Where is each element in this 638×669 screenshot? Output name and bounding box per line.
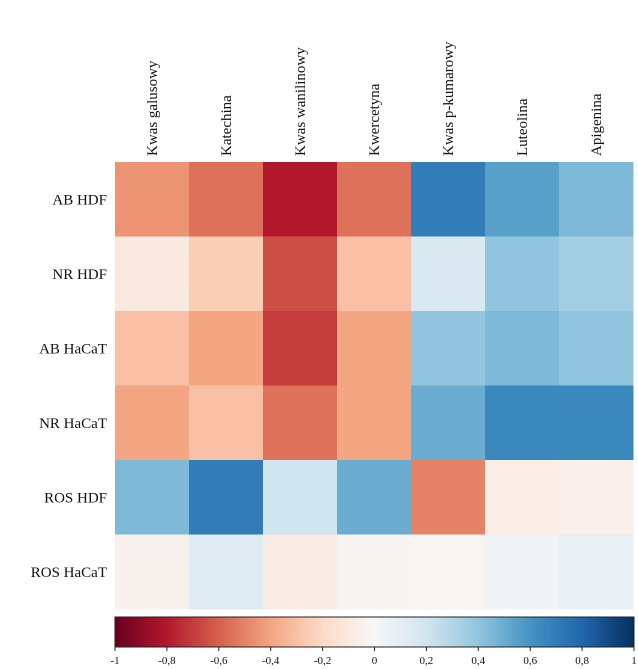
- column-labels: Kwas galusowy Katechina Kwas wanilinowy Kwe…: [145, 41, 605, 156]
- heatmap-cell: [263, 385, 338, 461]
- heatmap-cell: [115, 236, 190, 312]
- row-label: NR HDF: [52, 267, 107, 283]
- row-labels: AB HDF NR HDF AB HaCaT NR HaCaT ROS HDF ROS H…: [31, 192, 107, 581]
- heatmap-cell: [337, 162, 412, 237]
- colorbar-tick-label: 1: [631, 655, 637, 667]
- heatmap-cell: [189, 460, 264, 535]
- column-label: Kwercetyna: [367, 83, 383, 156]
- heatmap-cell: [559, 236, 634, 312]
- heatmap-cell: [559, 534, 634, 610]
- heatmap-cell: [485, 236, 560, 312]
- heatmap-cell: [559, 385, 634, 461]
- row-label: ROS HDF: [44, 490, 107, 506]
- colorbar-tick-label: -0,4: [262, 655, 280, 667]
- colorbar-tick-label: 0,8: [575, 655, 589, 667]
- heatmap-cell: [263, 162, 338, 237]
- heatmap-cells: [115, 162, 634, 610]
- column-label: Kwas p-kumarowy: [441, 41, 457, 156]
- heatmap-cell: [337, 385, 412, 461]
- heatmap-cell: [485, 162, 560, 237]
- heatmap-cell: [189, 162, 264, 237]
- heatmap-cell: [115, 385, 190, 461]
- heatmap-cell: [411, 385, 486, 461]
- heatmap-cell: [263, 460, 338, 535]
- heatmap-cell: [411, 534, 486, 610]
- heatmap-cell: [189, 385, 264, 461]
- heatmap-cell: [411, 236, 486, 312]
- heatmap-cell: [559, 162, 634, 237]
- colorbar-tick-label: -0,8: [158, 655, 176, 667]
- heatmap-cell: [263, 534, 338, 610]
- colorbar-tick-label: 0,2: [420, 655, 434, 667]
- heatmap-cell: [411, 162, 486, 237]
- colorbar-tick-label: 0,4: [471, 655, 485, 667]
- row-label: ROS HaCaT: [31, 565, 107, 581]
- row-label: AB HDF: [52, 192, 107, 208]
- colorbar-tick-label: -0,6: [210, 655, 228, 667]
- heatmap-cell: [115, 460, 190, 535]
- heatmap-cell: [337, 311, 412, 386]
- heatmap-cell: [115, 534, 190, 610]
- column-label: Kwas galusowy: [145, 60, 161, 156]
- row-label: AB HaCaT: [39, 341, 107, 357]
- heatmap-cell: [559, 311, 634, 386]
- heatmap-cell: [337, 460, 412, 535]
- heatmap-cell: [189, 236, 264, 312]
- heatmap-cell: [485, 460, 560, 535]
- heatmap-cell: [263, 236, 338, 312]
- colorbar-tick-label: -1: [110, 655, 119, 667]
- colorbar-tick-label: 0: [372, 655, 378, 667]
- heatmap-cell: [559, 460, 634, 535]
- colorbar-tick-label: -0,2: [314, 655, 331, 667]
- column-label: Kwas wanilinowy: [293, 47, 309, 156]
- row-label: NR HaCaT: [39, 416, 107, 432]
- heatmap-cell: [115, 311, 190, 386]
- heatmap-cell: [485, 385, 560, 461]
- heatmap-cell: [485, 311, 560, 386]
- heatmap-cell: [337, 534, 412, 610]
- heatmap-cell: [189, 311, 264, 386]
- heatmap-cell: [411, 460, 486, 535]
- colorbar-tick-label: 0,6: [523, 655, 537, 667]
- heatmap-cell: [263, 311, 338, 386]
- column-label: Luteolina: [515, 98, 531, 156]
- column-label: Apigenina: [589, 93, 605, 156]
- heatmap-cell: [485, 534, 560, 610]
- colorbar: -1 -0,8 -0,6 -0,4 -0,2 0 0,2 0,4 0,6 0,8 1: [110, 616, 637, 667]
- heatmap-cell: [115, 162, 190, 237]
- colorbar-bar: [114, 616, 635, 648]
- heatmap-cell: [189, 534, 264, 610]
- heatmap-cell: [411, 311, 486, 386]
- heatmap-cell: [337, 236, 412, 312]
- column-label: Katechina: [219, 95, 235, 156]
